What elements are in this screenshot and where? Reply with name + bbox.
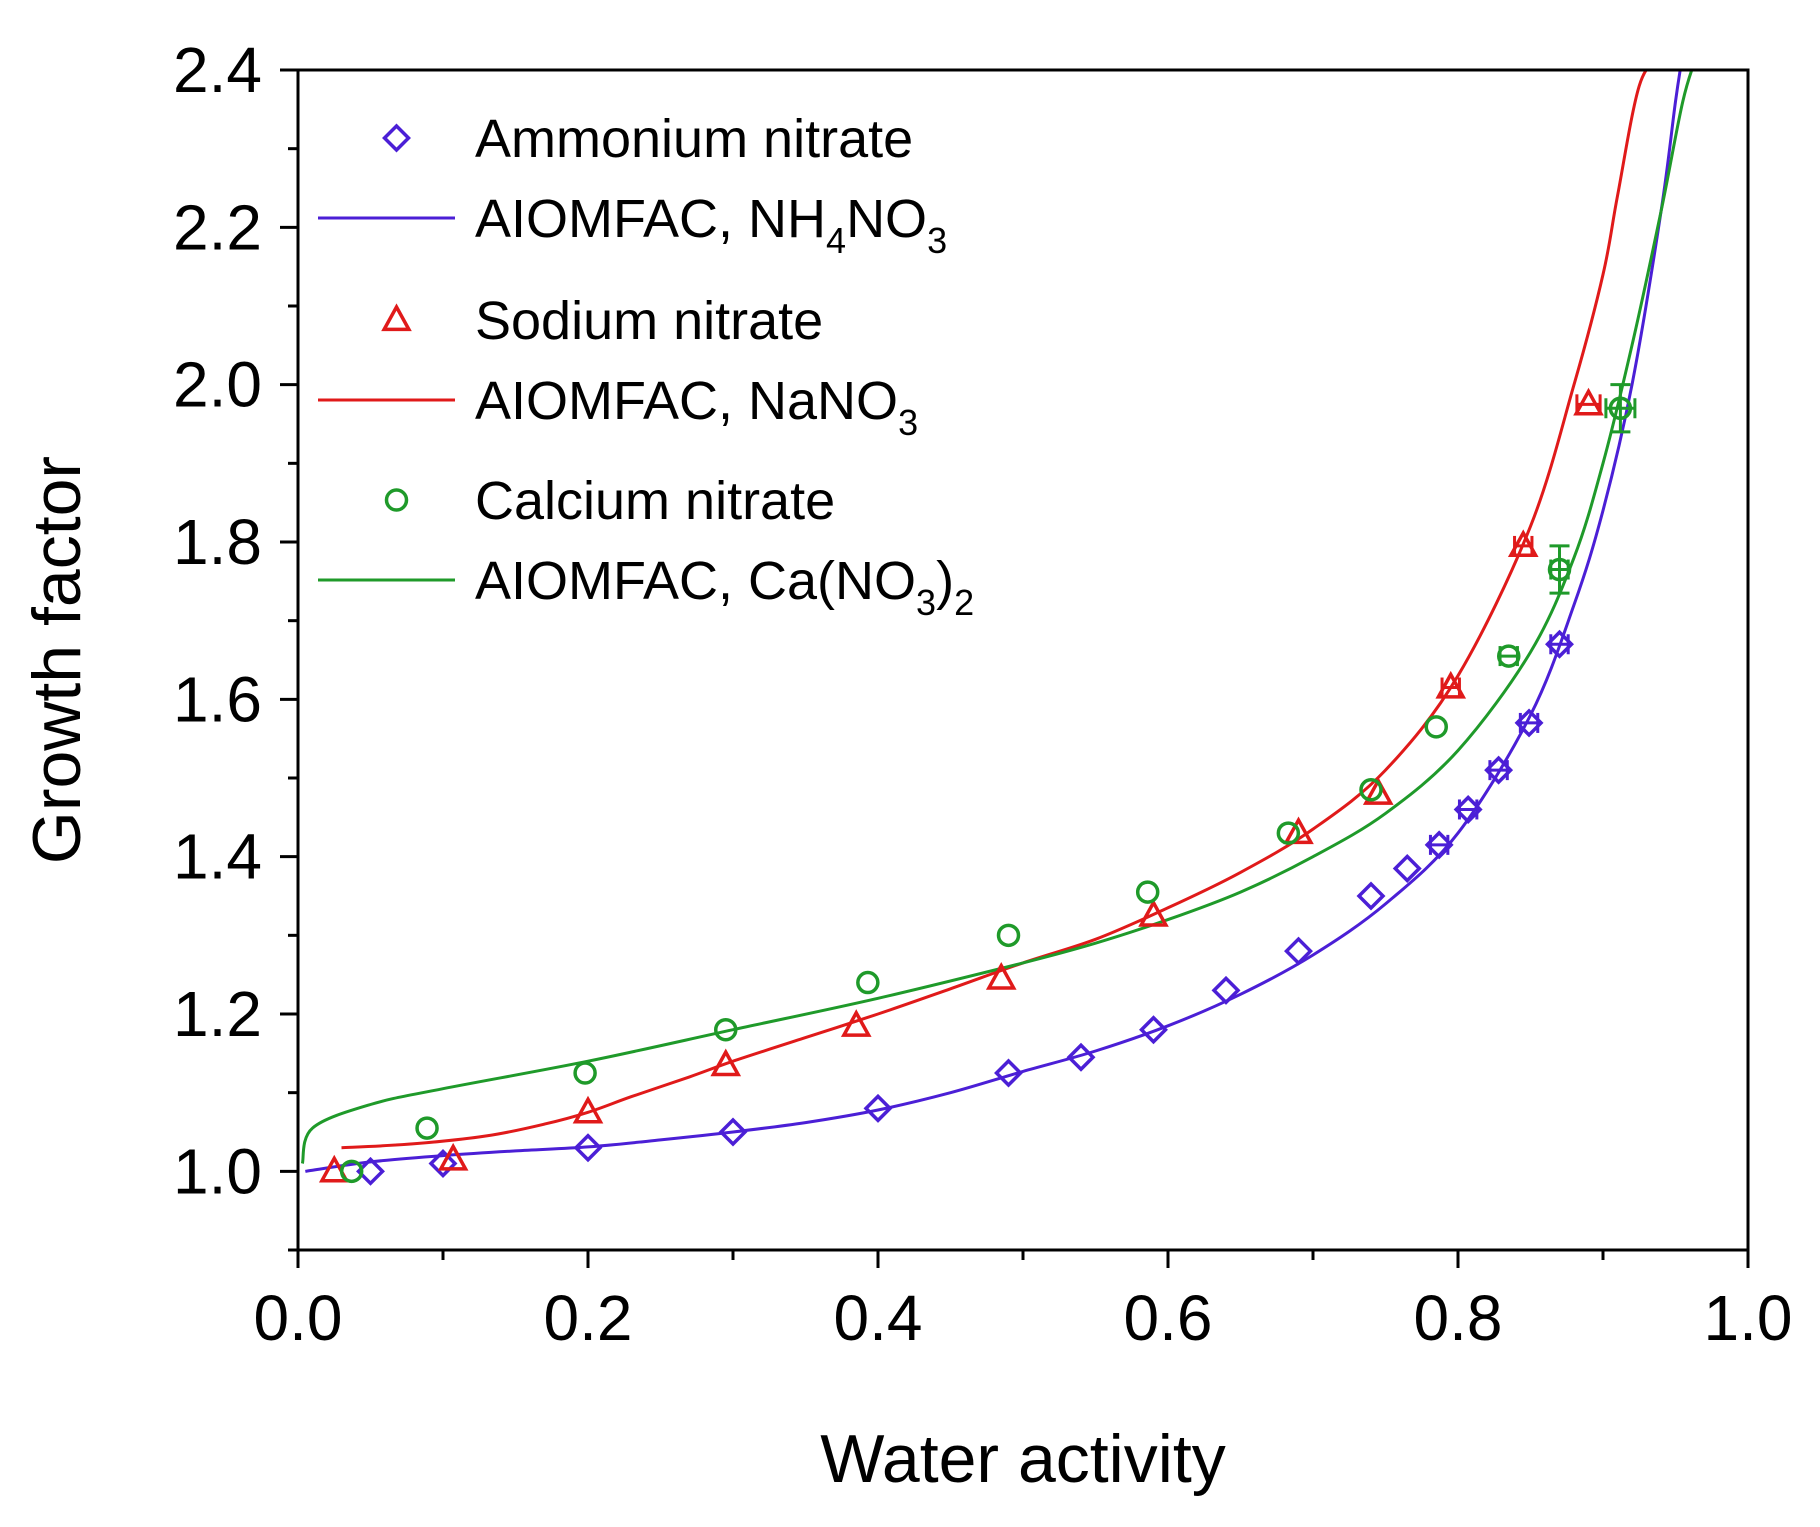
y-tick-label: 1.2 [173, 978, 262, 1050]
diamond-marker [1356, 881, 1386, 911]
legend-item: Ammonium nitrate [382, 109, 913, 169]
legend-text-part: ) [936, 551, 954, 611]
triangle-marker [572, 1095, 604, 1124]
legend-subscript: 3 [927, 220, 947, 261]
circle-marker [996, 923, 1021, 948]
diamond-marker [994, 1058, 1023, 1088]
triangle-marker [840, 1009, 872, 1037]
legend-item: AIOMFAC, NH4​NO3​ [318, 189, 947, 261]
circle-marker [339, 1159, 364, 1184]
legend-text-part: NO [846, 189, 927, 249]
diamond-marker [1211, 975, 1241, 1005]
y-tick-label: 1.8 [173, 506, 262, 578]
diamond-marker [1139, 1015, 1168, 1045]
circle-marker [714, 1017, 738, 1042]
triangle-marker [1507, 529, 1539, 558]
diamond-marker [1424, 830, 1454, 860]
legend-item: AIOMFAC, NaNO3​ [318, 371, 918, 443]
legend-text-part: AIOMFAC, NaNO [475, 371, 898, 431]
legend-text-part: AIOMFAC, Ca(NO [475, 551, 916, 611]
diamond-marker [1066, 1042, 1096, 1072]
diamond-marker [428, 1148, 458, 1178]
circle-marker [415, 1116, 439, 1140]
diamond-marker [1453, 794, 1483, 824]
circle-marker [1276, 821, 1301, 845]
legend-subscript: 3 [916, 582, 936, 623]
y-tick-label: 2.4 [173, 34, 262, 106]
legend-subscript: 4 [826, 220, 846, 261]
circle-marker [1608, 396, 1633, 421]
circle-marker [1497, 644, 1521, 668]
triangle-marker [1138, 899, 1169, 927]
legend-triangle-swatch [381, 303, 412, 332]
x-tick-label: 0.0 [254, 1282, 343, 1354]
legend-label: Sodium nitrate [475, 291, 823, 351]
circle-marker [1135, 880, 1160, 904]
legend-label: Calcium nitrate [475, 471, 835, 531]
circle-marker [1424, 715, 1448, 739]
legend-item: Sodium nitrate [381, 291, 823, 351]
x-tick-label: 0.2 [544, 1282, 633, 1354]
legend-subscript: 2 [954, 582, 974, 623]
x-tick-label: 0.6 [1124, 1282, 1213, 1354]
data-markers [318, 387, 1633, 1186]
legend: Ammonium nitrate AIOMFAC, NH4​NO3​ Sodium … [318, 109, 974, 623]
legend-item: AIOMFAC, Ca(NO3​)2​ [318, 551, 974, 623]
diamond-marker [573, 1133, 603, 1163]
y-axis-title: Growth factor [19, 456, 95, 864]
legend-subscript: 3 [898, 402, 918, 443]
legend-label: Ammonium nitrate [475, 109, 913, 169]
legend-item: Calcium nitrate [384, 471, 835, 531]
triangle-marker [1573, 387, 1604, 416]
circle-marker [1359, 778, 1383, 802]
diamond-marker [1484, 755, 1514, 785]
legend-label: AIOMFAC, NH4​NO3​ [475, 189, 947, 261]
diamond-marker [718, 1117, 748, 1147]
y-tick-label: 1.4 [173, 821, 262, 893]
diamond-marker [1284, 936, 1313, 966]
axis-ticks [280, 68, 1750, 1268]
circle-marker [1547, 557, 1572, 582]
legend-text-part: AIOMFAC, NH [475, 189, 826, 249]
circle-marker [856, 970, 880, 995]
circle-marker [573, 1061, 597, 1085]
y-tick-label: 2.0 [173, 349, 262, 421]
triangle-marker [1283, 816, 1314, 845]
triangle-marker [1435, 670, 1467, 699]
axis-tick-labels: 0.0 0.2 0.4 0.6 0.8 1.0 1.0 1.2 1.4 1.6 1.8 2.0 2.2 2… [173, 34, 1792, 1354]
legend-circle-swatch [384, 488, 409, 512]
curve-aiomfac-nh4no3 [305, 70, 1682, 1173]
x-tick-label: 0.4 [834, 1282, 923, 1354]
x-tick-label: 1.0 [1704, 1282, 1793, 1354]
y-tick-label: 1.0 [173, 1135, 262, 1207]
diamond-marker [1392, 853, 1422, 883]
y-tick-label: 1.6 [173, 663, 262, 735]
legend-label: AIOMFAC, NaNO3​ [475, 371, 918, 443]
triangle-marker [437, 1142, 469, 1171]
x-axis-title: Water activity [820, 1421, 1226, 1497]
curve-aiomfac-ca-no3-2 [300, 70, 1694, 1164]
legend-diamond-swatch [382, 123, 411, 153]
triangle-marker [1362, 777, 1394, 805]
diamond-marker [863, 1093, 893, 1123]
triangle-marker [710, 1048, 742, 1077]
y-tick-label: 2.2 [173, 191, 262, 263]
legend-label: AIOMFAC, Ca(NO3​)2​ [475, 551, 974, 623]
triangle-marker [985, 961, 1017, 990]
diamond-marker [1545, 629, 1574, 659]
x-tick-label: 0.8 [1414, 1282, 1503, 1354]
diamond-marker [1514, 708, 1544, 738]
